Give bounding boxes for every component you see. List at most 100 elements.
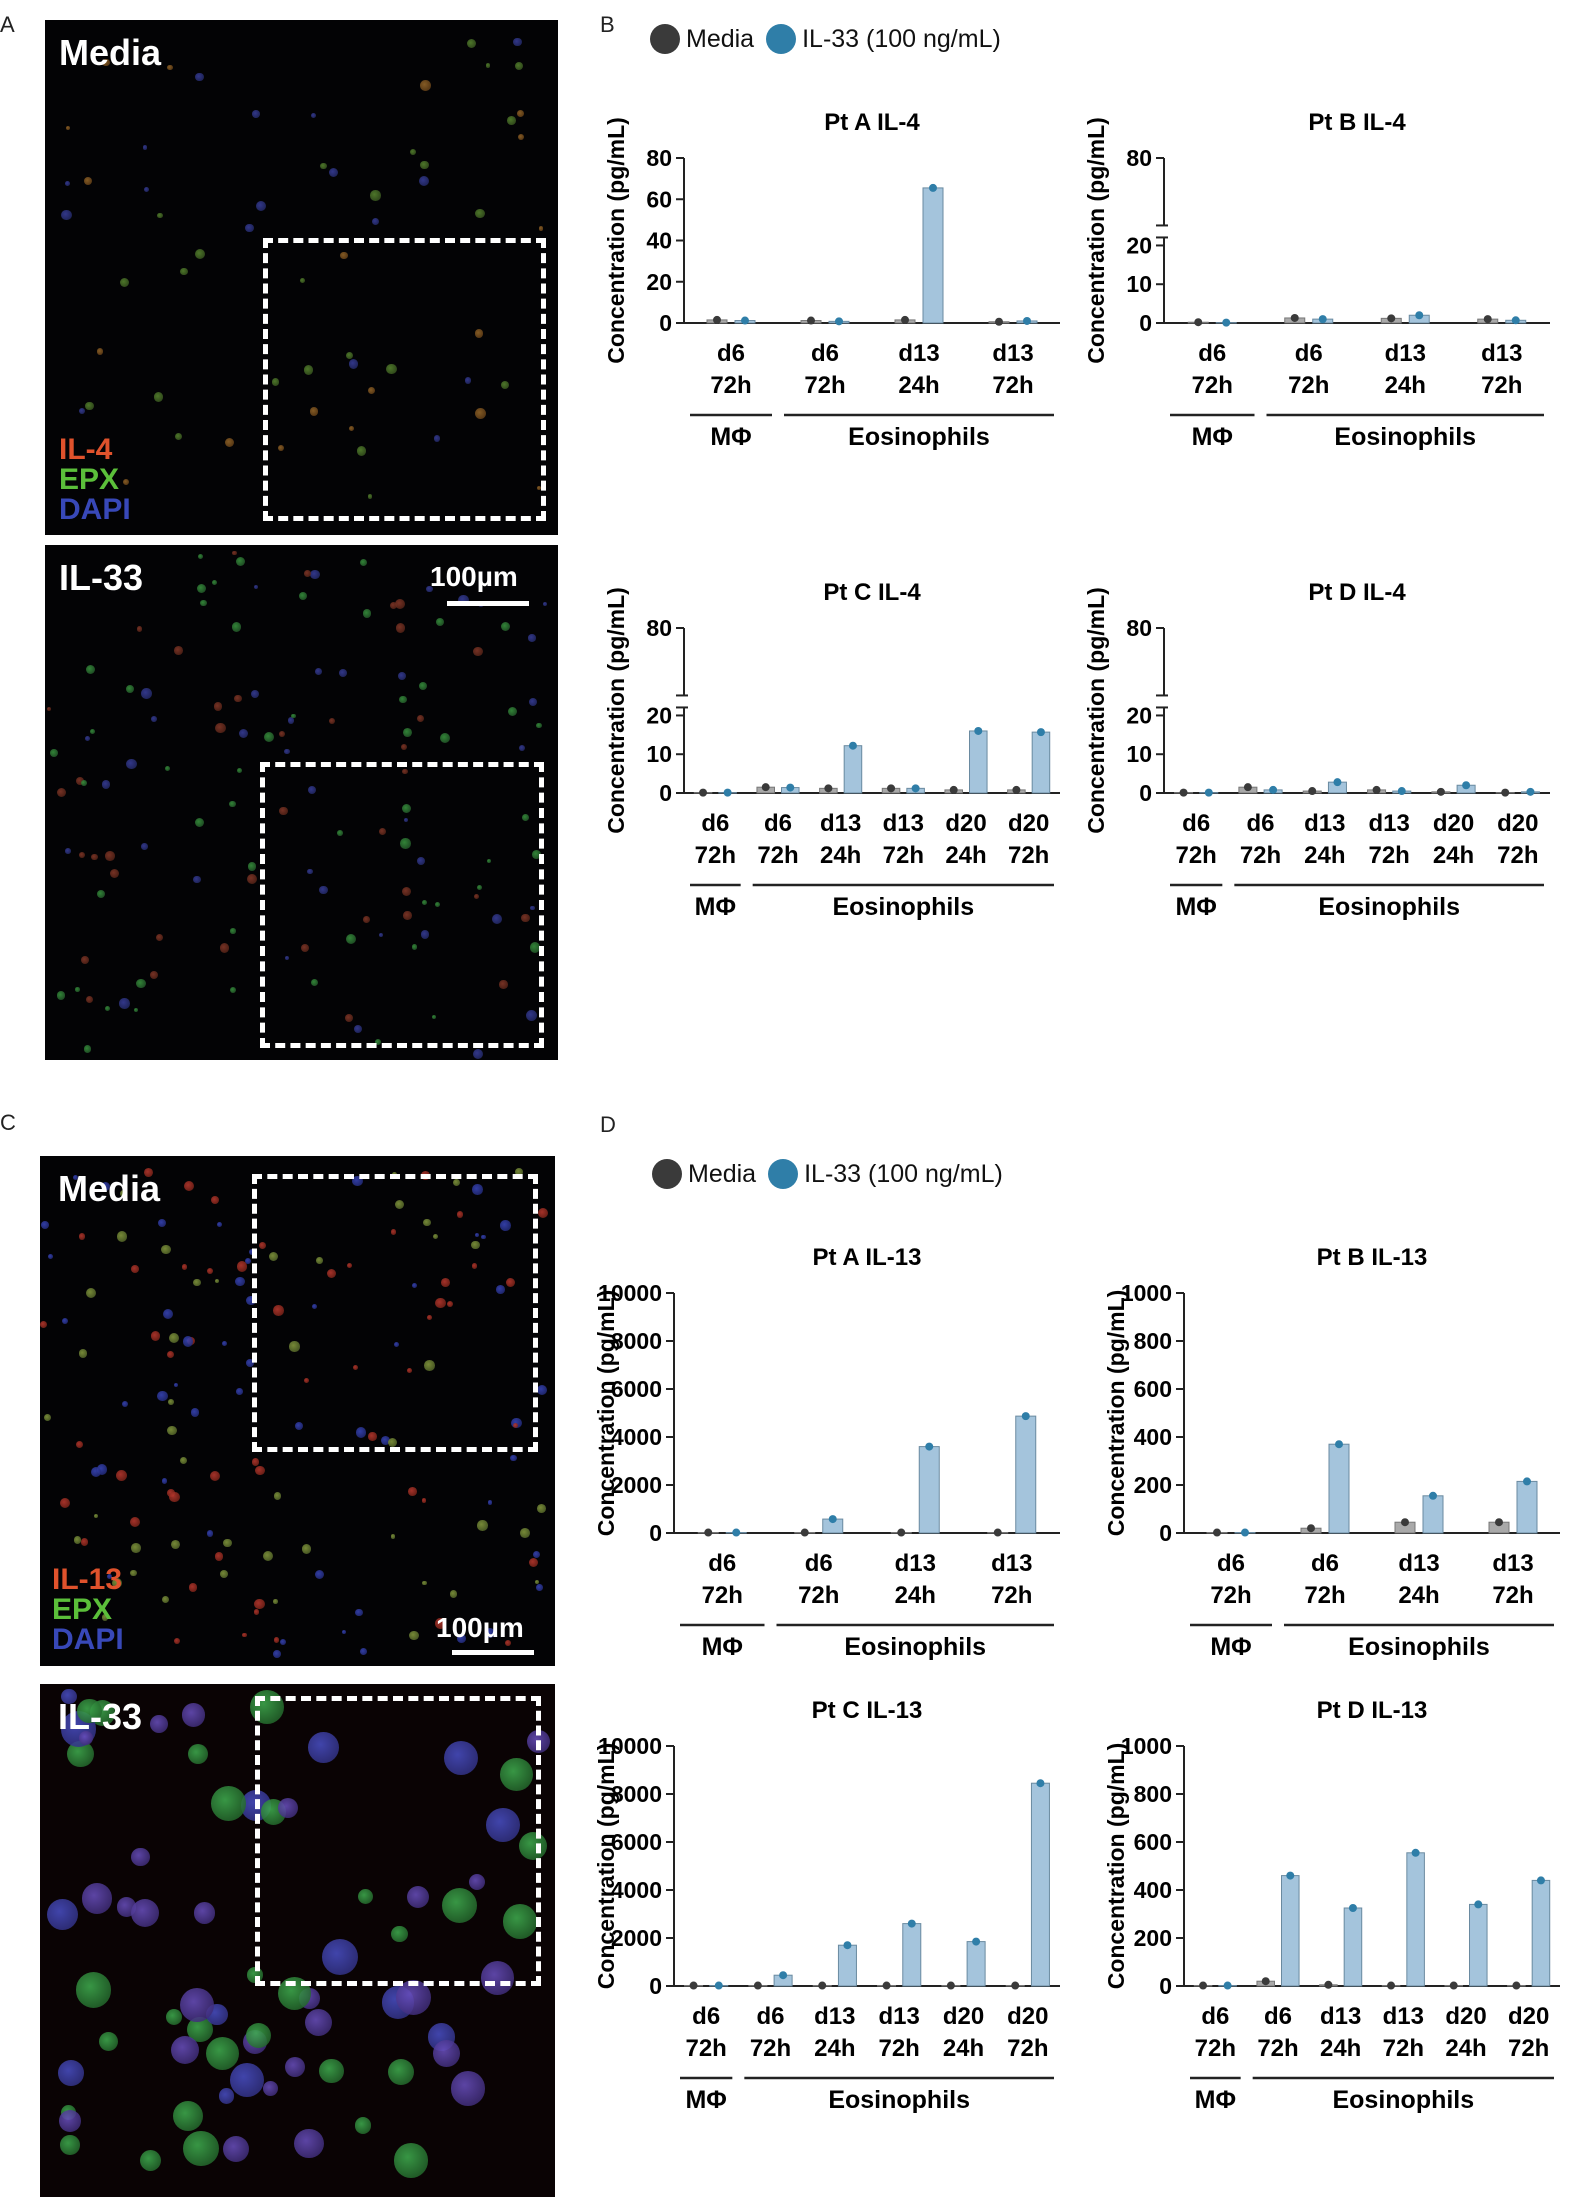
legend-il33-dot [766,24,797,54]
cell [272,1650,281,1659]
y-tick-label: 80 [646,615,672,641]
x-tick-label: 72h [750,2035,791,2062]
cell [194,817,205,828]
cell [93,1513,99,1519]
cell [241,1632,247,1638]
cell [121,1400,128,1407]
point-il33 [1415,311,1424,320]
cell [340,251,348,259]
cell [65,126,70,131]
cell [422,1581,427,1586]
cell [262,2081,278,2096]
cell [399,695,407,704]
chart-pt-d-il13: Pt D IL-13 Concentration (pg/mL) 0 200 400 60… [1103,1697,1560,2114]
cell [403,911,412,920]
cell [289,1341,300,1352]
cell [222,2136,249,2163]
cell [46,706,51,711]
x-tick-label: d6 [1182,810,1210,837]
cell [170,2035,200,2065]
legend-media-label: Media [688,1159,757,1188]
cell [253,1598,265,1610]
cell [341,1629,346,1634]
y-tick-label: 10000 [598,1733,662,1759]
cell [229,800,236,808]
legend-media-dot [652,1159,682,1189]
cell [81,1883,112,1914]
cell [59,2135,80,2155]
cell [85,664,96,674]
cell [194,248,206,260]
cell [396,623,406,633]
x-tick-label: 72h [1383,2035,1424,2062]
cell [142,145,148,150]
point-media [1436,787,1445,796]
cell [229,987,237,994]
cell [232,622,242,632]
panel-letter-c: C [0,1110,16,1135]
legend-media-label: Media [686,24,755,53]
cell [387,2059,414,2086]
cell [424,1360,435,1371]
cell [344,1014,353,1023]
cell [116,1230,128,1242]
cell [319,2058,344,2084]
point-il33 [1204,788,1213,797]
chart-title: Pt D IL-4 [1308,579,1406,606]
point-il33 [1335,1440,1343,1449]
y-tick-label: 60 [646,186,672,212]
x-tick-label: 72h [992,372,1033,399]
cell [273,1305,284,1316]
point-il33 [1222,318,1231,327]
scale-bar-label: 100µm [436,1612,524,1643]
cell [401,744,408,751]
cell [409,1631,419,1641]
y-tick-label: 40 [646,228,672,254]
cell [441,1887,477,1923]
cell [80,1537,89,1546]
point-il33 [828,1515,837,1524]
chart-pt-c-il13: Pt C IL-13 Concentration (pg/mL) 0 2000 4000… [593,1697,1060,2114]
point-media [753,1981,762,1990]
point-il33 [723,788,732,797]
cell [404,817,409,822]
cell [412,1282,418,1288]
legend-il33-label: IL-33 (100 ng/mL) [802,24,1001,53]
y-tick-label: 8000 [611,1781,662,1807]
cell [457,1634,467,1644]
x-tick-label: 24h [1304,842,1345,869]
cell [328,168,338,178]
x-tick-label: 24h [1433,842,1474,869]
chart-pt-d-il4: Pt D IL-4 Concentration (pg/mL) 0 10 20 80 d6 7… [1083,579,1550,921]
cell [83,1045,92,1054]
cell [252,110,260,118]
group-label: Eosinophils [832,893,974,921]
cell [362,916,370,924]
x-tick-label: d20 [1433,810,1474,837]
group-label: MΦ [695,893,736,921]
cell [174,432,183,440]
bar-il33 [1516,1480,1538,1534]
cell [505,1278,515,1288]
micrograph-label: IL-33 [58,1696,143,1737]
cell [263,1551,274,1562]
y-axis-label: Concentration (pg/mL) [1083,587,1109,834]
cell [131,1899,160,1928]
cell [439,732,451,743]
group-label: Eosinophils [844,1633,986,1661]
cell [255,1465,266,1476]
cell [532,850,541,859]
point-il33 [1462,781,1471,790]
cell [85,401,95,411]
cell [402,768,408,775]
bar-il33 [1328,1443,1350,1534]
bar-il33 [1281,1875,1300,1987]
cell [390,1228,397,1235]
cell [420,160,429,170]
cell [352,1175,363,1186]
point-media [818,1981,827,1990]
x-tick-label: d6 [717,340,745,367]
point-media [946,1981,955,1990]
point-media [1501,788,1510,797]
cell [140,688,152,700]
